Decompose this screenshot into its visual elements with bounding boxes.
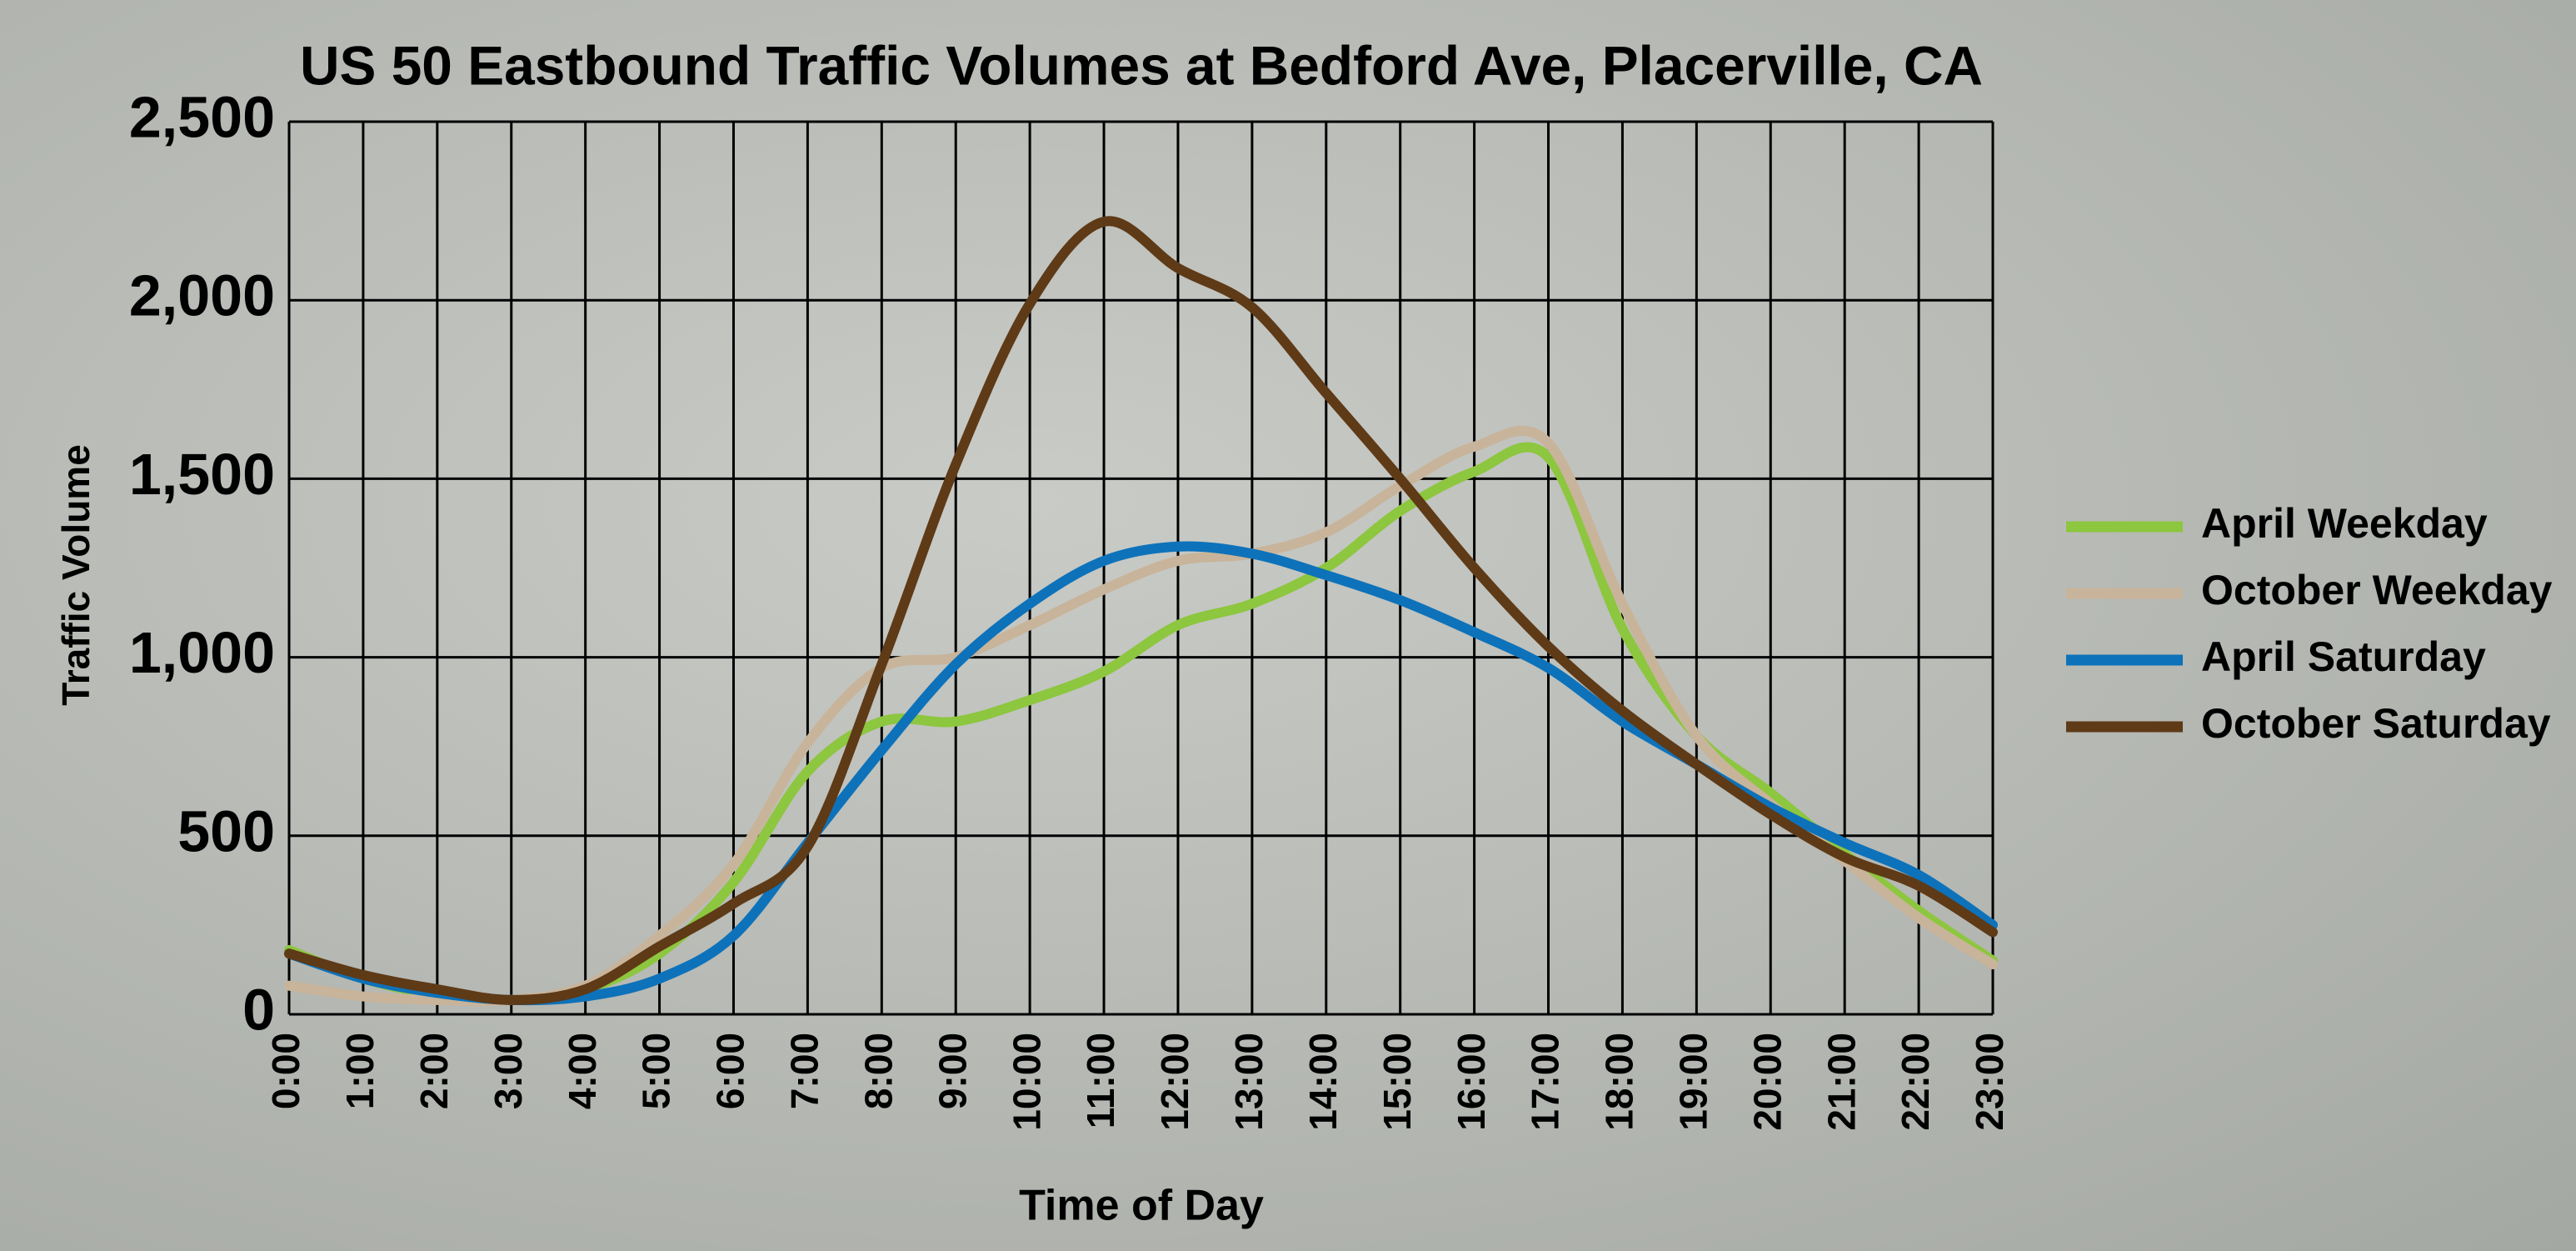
x-tick-label: 7:00 bbox=[783, 1033, 826, 1109]
x-tick-label: 13:00 bbox=[1227, 1033, 1271, 1131]
legend-label: October Weekday bbox=[2201, 567, 2553, 613]
x-tick-label: 14:00 bbox=[1301, 1033, 1345, 1131]
y-tick-label: 0 bbox=[242, 977, 275, 1042]
y-axis-title: Traffic Volume bbox=[54, 444, 97, 706]
y-tick-label: 1,500 bbox=[129, 442, 275, 507]
x-tick-label: 15:00 bbox=[1375, 1033, 1419, 1131]
x-tick-label: 21:00 bbox=[1820, 1033, 1863, 1131]
x-tick-label: 12:00 bbox=[1153, 1033, 1196, 1131]
legend-label: April Weekday bbox=[2201, 500, 2488, 547]
x-tick-label: 4:00 bbox=[561, 1033, 604, 1109]
x-tick-label: 23:00 bbox=[1968, 1033, 2011, 1131]
x-tick-label: 18:00 bbox=[1598, 1033, 1641, 1131]
series-line bbox=[284, 216, 1998, 1005]
x-tick-label: 10:00 bbox=[1005, 1033, 1048, 1131]
legend-label: April Saturday bbox=[2201, 633, 2486, 680]
series-line bbox=[284, 442, 1998, 1006]
x-tick-label: 11:00 bbox=[1079, 1033, 1122, 1128]
x-tick-label: 20:00 bbox=[1745, 1033, 1789, 1131]
x-tick-label: 9:00 bbox=[931, 1033, 974, 1109]
x-tick-label: 3:00 bbox=[487, 1033, 530, 1109]
x-tick-label: 6:00 bbox=[709, 1033, 752, 1109]
x-tick-label: 17:00 bbox=[1524, 1033, 1567, 1131]
x-tick-label: 8:00 bbox=[856, 1033, 900, 1109]
y-tick-label: 2,500 bbox=[129, 84, 275, 149]
y-tick-label: 2,000 bbox=[129, 263, 275, 328]
legend-label: October Saturday bbox=[2201, 700, 2551, 747]
x-tick-label: 2:00 bbox=[412, 1033, 456, 1109]
x-tick-label: 22:00 bbox=[1894, 1033, 1937, 1131]
y-tick-label: 1,000 bbox=[129, 620, 275, 685]
x-tick-label: 1:00 bbox=[338, 1033, 382, 1109]
x-tick-label: 0:00 bbox=[264, 1033, 307, 1109]
series-line bbox=[284, 425, 1998, 1007]
x-tick-label: 16:00 bbox=[1450, 1033, 1493, 1131]
chart-title: US 50 Eastbound Traffic Volumes at Bedfo… bbox=[300, 34, 1983, 96]
x-tick-label: 5:00 bbox=[635, 1033, 678, 1109]
y-tick-label: 500 bbox=[177, 798, 275, 863]
x-axis-title: Time of Day bbox=[1019, 1182, 1264, 1230]
x-tick-label: 19:00 bbox=[1672, 1033, 1715, 1131]
